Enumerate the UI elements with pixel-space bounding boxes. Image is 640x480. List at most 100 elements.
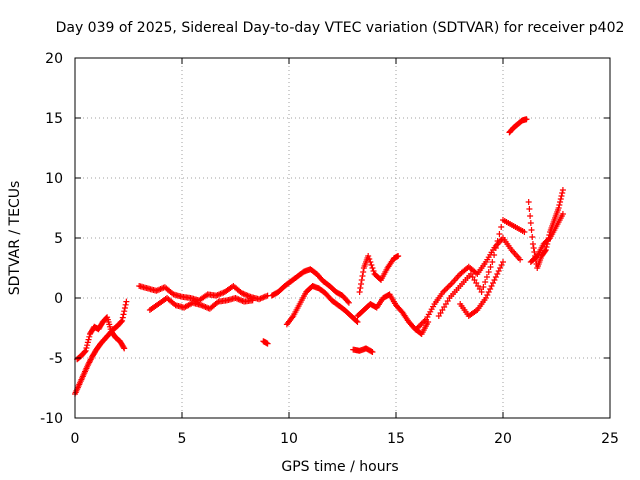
- data-point-interp: [480, 284, 487, 290]
- data-point-interp: [496, 231, 503, 237]
- data-point-interp: [358, 281, 365, 287]
- y-tick-label: 10: [45, 171, 63, 187]
- data-point-interp: [368, 262, 375, 268]
- data-point-interp: [543, 244, 550, 250]
- data-point: [478, 289, 485, 295]
- data-point-interp: [482, 279, 489, 285]
- x-tick-label: 15: [387, 431, 405, 447]
- x-axis-title: GPS time / hours: [281, 459, 398, 475]
- data-point-interp: [366, 256, 373, 262]
- data-point-interp: [121, 308, 128, 315]
- data-point-interp: [529, 234, 536, 240]
- data-point: [119, 317, 126, 324]
- data-point-interp: [85, 336, 92, 343]
- data-points: [72, 116, 566, 397]
- x-tick-label: 10: [280, 431, 298, 447]
- data-point-interp: [86, 333, 93, 340]
- data-point-interp: [84, 342, 91, 349]
- data-point-interp: [441, 287, 448, 294]
- data-point-interp: [498, 262, 505, 268]
- y-tick-label: -5: [49, 351, 63, 367]
- data-point-interp: [81, 348, 88, 355]
- data-point-interp: [367, 259, 374, 265]
- data-point-interp: [492, 274, 499, 280]
- data-point-interp: [557, 199, 564, 205]
- data-point-interp: [528, 227, 535, 233]
- data-point-interp: [483, 274, 490, 280]
- y-tick-label: 5: [54, 231, 63, 247]
- data-point-interp: [344, 298, 351, 305]
- data-point-interp: [497, 265, 504, 271]
- y-axis-title: SDTVAR / TECUs: [7, 181, 23, 296]
- data-point-interp: [359, 273, 366, 279]
- chart-title: Day 039 of 2025, Sidereal Day-to-day VTE…: [56, 20, 625, 36]
- data-point: [523, 116, 530, 123]
- data-point: [529, 241, 536, 247]
- data-point-interp: [358, 277, 365, 283]
- data-point-interp: [557, 196, 564, 202]
- data-point-interp: [485, 289, 492, 295]
- data-point: [121, 345, 128, 352]
- data-point: [356, 289, 363, 295]
- data-point-interp: [369, 265, 376, 271]
- data-point-interp: [494, 238, 501, 244]
- data-point-interp: [556, 202, 563, 208]
- data-point: [525, 199, 532, 205]
- data-point: [345, 299, 352, 306]
- data-point: [123, 298, 130, 305]
- data-point-interp: [494, 271, 501, 277]
- data-point-interp: [487, 264, 494, 270]
- data-point: [559, 211, 566, 217]
- data-point: [395, 253, 402, 259]
- data-point-interp: [122, 301, 129, 308]
- data-point-interp: [558, 193, 565, 199]
- data-point: [559, 187, 566, 193]
- data-point-interp: [527, 213, 534, 219]
- data-point: [542, 247, 549, 253]
- data-point: [521, 229, 528, 235]
- data-point-interp: [487, 286, 494, 292]
- data-point-interp: [492, 245, 499, 251]
- x-tick-label: 25: [601, 431, 619, 447]
- data-point-interp: [526, 206, 533, 212]
- data-point: [369, 349, 376, 355]
- data-point-interp: [357, 285, 364, 291]
- x-tick-label: 20: [494, 431, 512, 447]
- data-point-interp: [488, 283, 495, 289]
- data-point-interp: [353, 318, 360, 324]
- data-point-interp: [485, 269, 492, 275]
- data-point-interp: [559, 190, 566, 196]
- data-point-interp: [542, 248, 549, 254]
- data-point-interp: [447, 282, 454, 288]
- data-point-interp: [527, 220, 534, 226]
- data-point-interp: [442, 286, 449, 293]
- data-point-interp: [445, 283, 452, 290]
- data-point-interp: [360, 269, 367, 275]
- data-point-interp: [120, 344, 127, 351]
- data-point-interp: [370, 268, 377, 274]
- data-point-interp: [530, 245, 537, 251]
- data-point-interp: [83, 345, 90, 351]
- data-point-interp: [118, 318, 125, 325]
- data-point-interp: [491, 252, 498, 258]
- grid: [75, 58, 610, 418]
- data-point: [82, 347, 89, 354]
- data-point: [555, 205, 562, 211]
- y-tick-label: 0: [54, 291, 63, 307]
- data-point: [500, 259, 506, 265]
- data-point: [264, 340, 271, 347]
- data-point-interp: [119, 314, 126, 321]
- data-point-interp: [84, 339, 91, 346]
- data-point-interp: [495, 268, 502, 274]
- data-point: [517, 256, 524, 263]
- x-tick-label: 0: [71, 431, 80, 447]
- data-point: [489, 259, 496, 265]
- data-point: [354, 319, 361, 325]
- axis-ticks: 0 5 10 15 20 25 -10 -5 0 5 10 15 20: [40, 51, 619, 447]
- data-point-interp: [490, 280, 497, 286]
- y-tick-label: 20: [45, 51, 63, 67]
- data-point-interp: [444, 284, 451, 291]
- data-point-interp: [120, 311, 127, 318]
- data-point: [365, 253, 372, 259]
